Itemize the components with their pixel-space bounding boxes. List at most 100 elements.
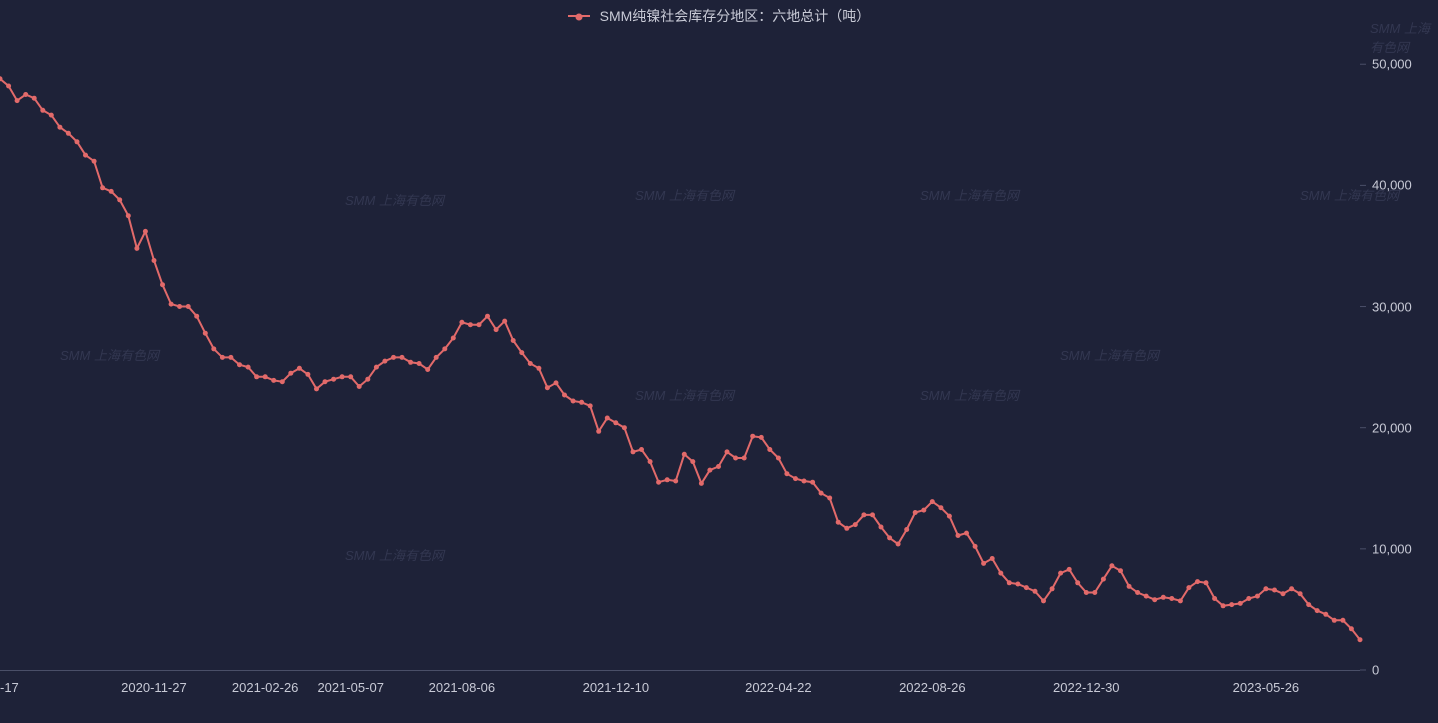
data-point [990, 556, 995, 561]
data-point [1204, 580, 1209, 585]
data-point [194, 314, 199, 319]
data-point [1186, 585, 1191, 590]
data-point [1024, 585, 1029, 590]
data-point [613, 420, 618, 425]
data-point [545, 385, 550, 390]
chart-legend: SMM纯镍社会库存分地区：六地总计（吨） [0, 6, 1438, 26]
data-point [391, 355, 396, 360]
x-tick-label: 2021-08-06 [429, 680, 496, 695]
data-point [964, 531, 969, 536]
data-point [468, 322, 473, 327]
data-point [494, 327, 499, 332]
data-point [1289, 586, 1294, 591]
data-point [733, 456, 738, 461]
x-tick-label: 2021-12-10 [583, 680, 650, 695]
data-point [639, 447, 644, 452]
data-point [143, 229, 148, 234]
data-point [861, 512, 866, 517]
data-point [374, 365, 379, 370]
data-point [596, 429, 601, 434]
data-point [973, 544, 978, 549]
data-point [1349, 626, 1354, 631]
legend-label: SMM纯镍社会库存分地区：六地总计（吨） [600, 8, 871, 24]
data-point [1221, 603, 1226, 608]
data-point [921, 508, 926, 513]
data-point [417, 361, 422, 366]
data-point [913, 510, 918, 515]
x-tick-label: -07-17 [0, 680, 19, 695]
data-point [648, 459, 653, 464]
data-point [571, 399, 576, 404]
data-point [673, 479, 678, 484]
data-point [15, 98, 20, 103]
data-point [49, 113, 54, 118]
data-point [742, 456, 747, 461]
data-point [1298, 591, 1303, 596]
data-point [1306, 602, 1311, 607]
data-point [57, 125, 62, 130]
data-point [485, 314, 490, 319]
data-point [725, 449, 730, 454]
data-point [562, 393, 567, 398]
data-point [690, 459, 695, 464]
data-point [177, 304, 182, 309]
data-point [228, 355, 233, 360]
data-point [477, 322, 482, 327]
data-point [836, 520, 841, 525]
data-point [1127, 584, 1132, 589]
data-point [425, 367, 430, 372]
y-tick-label: 20,000 [1372, 420, 1412, 435]
x-tick-label: 2020-11-27 [121, 680, 187, 695]
x-tick-label: 2021-05-07 [317, 680, 384, 695]
data-point [802, 479, 807, 484]
data-point [981, 561, 986, 566]
data-point [186, 304, 191, 309]
data-point [280, 379, 285, 384]
data-point [1109, 563, 1114, 568]
data-point [810, 480, 815, 485]
data-point [408, 360, 413, 365]
data-point [348, 374, 353, 379]
data-point [887, 535, 892, 540]
data-point [519, 350, 524, 355]
data-point [827, 496, 832, 501]
data-point [793, 476, 798, 481]
data-point [998, 571, 1003, 576]
data-point [382, 359, 387, 364]
data-point [1246, 596, 1251, 601]
data-point [879, 525, 884, 530]
data-point [1255, 594, 1260, 599]
data-point [665, 477, 670, 482]
data-point [323, 379, 328, 384]
data-point [947, 514, 952, 519]
data-point [759, 435, 764, 440]
data-point [1195, 579, 1200, 584]
chart-svg [0, 40, 1360, 670]
chart-root: SMM纯镍社会库存分地区：六地总计（吨） 010,00020,00030,000… [0, 0, 1438, 723]
data-point [1050, 586, 1055, 591]
data-point [134, 246, 139, 251]
data-point [305, 372, 310, 377]
data-point [211, 346, 216, 351]
data-point [1041, 598, 1046, 603]
data-point [784, 471, 789, 476]
data-point [1135, 590, 1140, 595]
data-point [169, 302, 174, 307]
data-point [682, 452, 687, 457]
data-point [1315, 608, 1320, 613]
data-point [442, 346, 447, 351]
y-tick-label: 0 [1372, 663, 1379, 678]
data-point [109, 189, 114, 194]
data-point [776, 456, 781, 461]
data-point [536, 366, 541, 371]
data-point [6, 84, 11, 89]
data-point [716, 464, 721, 469]
y-tick-label: 50,000 [1372, 57, 1412, 72]
data-point [1263, 586, 1268, 591]
data-point [1212, 596, 1217, 601]
data-point [32, 96, 37, 101]
data-point [220, 355, 225, 360]
data-point [870, 512, 875, 517]
y-tick-label: 30,000 [1372, 299, 1412, 314]
data-point [767, 447, 772, 452]
